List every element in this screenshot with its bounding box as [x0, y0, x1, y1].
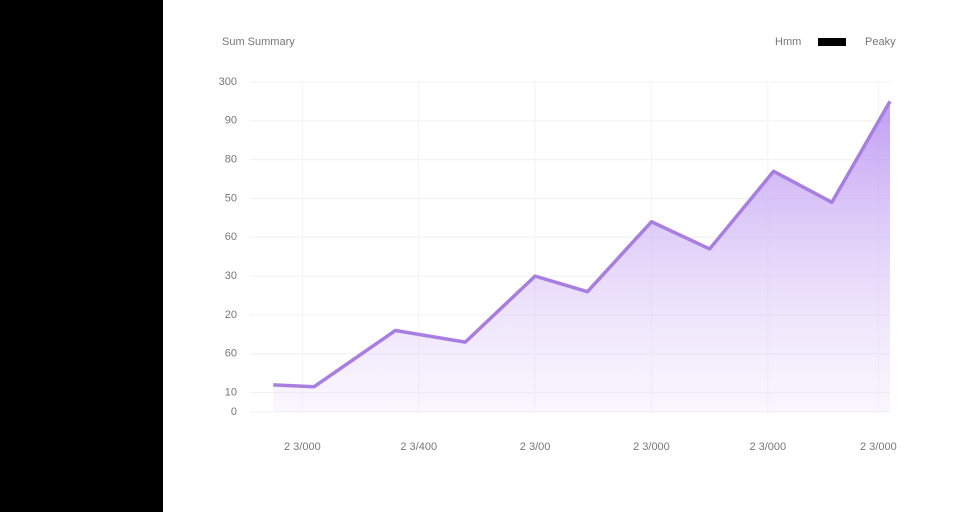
- x-tick-label: 2 3/000: [284, 441, 321, 453]
- y-tick-label: 60: [225, 231, 237, 243]
- y-tick-label: 60: [225, 348, 237, 360]
- x-tick-label: 2 3/00: [520, 441, 551, 453]
- y-tick-label: 50: [225, 192, 237, 204]
- y-tick-label: 30: [225, 270, 237, 282]
- x-tick-label: 2 3/400: [400, 441, 437, 453]
- area: [273, 101, 891, 412]
- y-tick-label: 90: [225, 115, 237, 127]
- legend-title: Hmm: [775, 36, 801, 48]
- legend-swatch: [818, 38, 846, 46]
- chart-title: Sum Summary: [222, 36, 295, 48]
- x-tick-label: 2 3/000: [749, 441, 786, 453]
- y-tick-label: 10: [225, 386, 237, 398]
- sidebar: [0, 0, 163, 512]
- line: [273, 100, 892, 389]
- y-tick-label: 0: [231, 406, 237, 418]
- x-tick-label: 2 3/000: [860, 441, 897, 453]
- y-tick-label: 20: [225, 309, 237, 321]
- y-tick-label: 300: [219, 76, 237, 88]
- x-tick-label: 2 3/000: [633, 441, 670, 453]
- y-tick-label: 80: [225, 154, 237, 166]
- legend-label: Peaky: [865, 36, 896, 48]
